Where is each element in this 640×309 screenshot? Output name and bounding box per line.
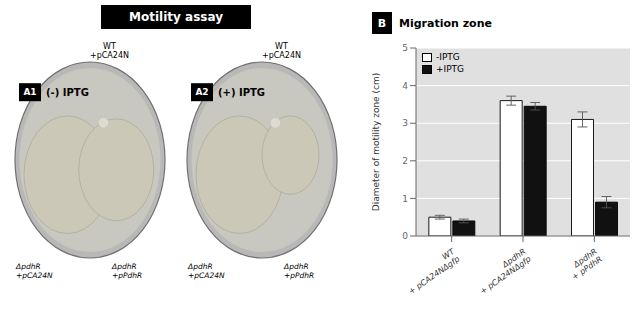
svg-text:1: 1 bbox=[402, 194, 408, 204]
svg-text:0: 0 bbox=[402, 231, 408, 241]
svg-text:WT+pCA24N: WT+pCA24N bbox=[90, 42, 129, 60]
svg-text:5: 5 bbox=[402, 43, 408, 53]
svg-text:A1: A1 bbox=[23, 87, 36, 97]
svg-text:Diameter of motility zone (cm): Diameter of motility zone (cm) bbox=[372, 73, 381, 212]
svg-text:Motility assay: Motility assay bbox=[129, 10, 223, 24]
html-text:-IPTG: -IPTG bbox=[436, 52, 460, 62]
svg-text:ΔpdhR+pPdhR: ΔpdhR+pPdhR bbox=[111, 262, 142, 280]
svg-text:(-) IPTG: (-) IPTG bbox=[46, 87, 89, 98]
svg-text:WT+ pCA24NΔgfp: WT+ pCA24NΔgfp bbox=[402, 246, 463, 296]
svg-text:ΔpdhR+ pPdhR: ΔpdhR+ pPdhR bbox=[565, 247, 604, 282]
svg-text:WT+pCA24N: WT+pCA24N bbox=[262, 42, 301, 60]
svg-text:3: 3 bbox=[402, 118, 408, 128]
svg-text:2: 2 bbox=[402, 156, 408, 166]
svg-text:ΔpdhR+pPdhR: ΔpdhR+pPdhR bbox=[283, 262, 314, 280]
svg-text:4: 4 bbox=[402, 81, 408, 91]
svg-text:A2: A2 bbox=[195, 87, 208, 97]
svg-text:ΔpdhR+pCA24N: ΔpdhR+pCA24N bbox=[187, 262, 225, 280]
html-text:+IPTG: +IPTG bbox=[436, 64, 465, 74]
html-text:Migration zone: Migration zone bbox=[399, 16, 492, 30]
svg-text:(+) IPTG: (+) IPTG bbox=[218, 87, 265, 98]
svg-text:ΔpdhR+pCA24N: ΔpdhR+pCA24N bbox=[15, 262, 53, 280]
html-text:B: B bbox=[377, 16, 387, 30]
svg-text:ΔpdhR+ pCA24NΔgfp: ΔpdhR+ pCA24NΔgfp bbox=[473, 247, 533, 296]
